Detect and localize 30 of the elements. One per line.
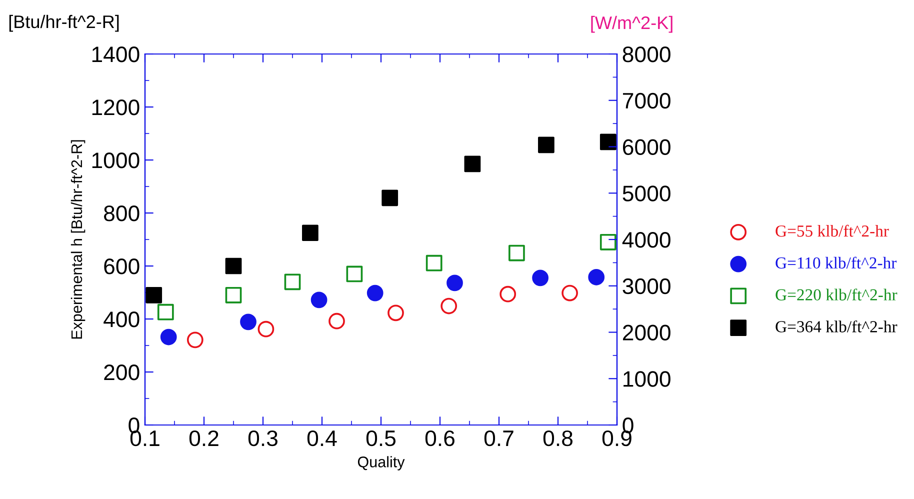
- y2-tick-label: 1000: [624, 371, 670, 387]
- x-tick-label: 0.6: [425, 430, 454, 446]
- x-tick-label: 0.7: [484, 430, 514, 446]
- y2-tick-label: 4000: [622, 232, 670, 248]
- y-tick-label: 800: [104, 206, 140, 222]
- x-axis-title: Quality: [358, 456, 405, 470]
- y2-axis-title: [W/m^2-K]: [591, 16, 672, 33]
- y2-tick-label: 2000: [622, 324, 670, 341]
- y-axis-title: Experimental h [Btu/hr-ft^2-R]: [70, 140, 86, 339]
- x-tick-label: 0.3: [248, 430, 278, 446]
- y-tick-label: 1200: [92, 100, 140, 116]
- legend-label: G=55 klb/ft^2-hr: [776, 224, 889, 237]
- y-tick-label: 600: [104, 258, 140, 274]
- x-tick-label: 0.4: [307, 430, 337, 446]
- y-tick-label: 400: [104, 312, 140, 328]
- legend-label: G=364 klb/ft^2-hr: [776, 320, 898, 332]
- text: [Btu/hr-ft^2-R]: [9, 14, 119, 32]
- y-tick-label: 1000: [92, 152, 140, 168]
- x-tick-label: 0.5: [366, 430, 396, 446]
- x-tick-label: 0.2: [189, 430, 218, 446]
- legend-label: G=220 klb/ft^2-hr: [776, 288, 898, 300]
- y2-tick-label: 7000: [623, 92, 670, 109]
- y-tick-label: 1400: [92, 46, 140, 62]
- y2-tick-label: 5000: [622, 186, 670, 202]
- legend-label: G=110 klb/ft^2-hr: [776, 256, 897, 269]
- y2-tick-label: 6000: [622, 139, 670, 156]
- y2-tick-label: 8000: [622, 46, 670, 62]
- y2-tick-label: 3000: [622, 278, 670, 294]
- y-tick-label: 200: [104, 364, 140, 380]
- x-tick-label: 0.8: [543, 430, 572, 446]
